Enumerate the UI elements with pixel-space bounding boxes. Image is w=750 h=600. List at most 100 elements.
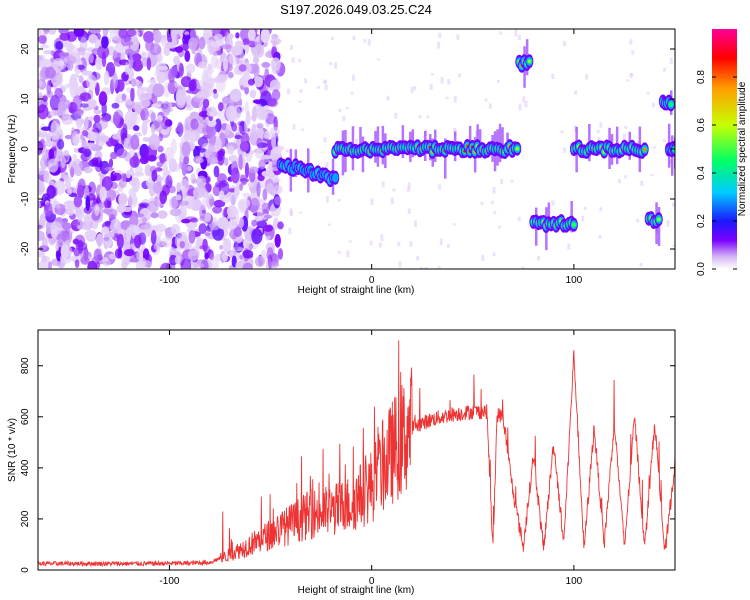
noise-cell	[125, 41, 134, 46]
y-tick-label: 800	[20, 357, 31, 374]
noise-cell	[75, 241, 88, 251]
noise-cell	[104, 220, 112, 227]
noise-cell	[156, 65, 169, 71]
noise-cell	[93, 248, 102, 262]
noise-cell	[253, 76, 264, 88]
noise-cell	[437, 265, 441, 269]
noise-cell	[672, 244, 675, 247]
noise-cell	[213, 165, 220, 178]
noise-cell	[102, 208, 111, 214]
feature-core	[527, 59, 532, 63]
noise-cell	[130, 88, 135, 102]
noise-cell	[181, 218, 191, 224]
noise-cell	[493, 211, 497, 215]
noise-cell	[221, 44, 232, 50]
noise-cell	[492, 186, 496, 194]
noise-cell	[169, 208, 182, 217]
noise-cell	[78, 75, 84, 84]
x-tick-label: -100	[159, 275, 179, 286]
noise-cell	[96, 196, 101, 205]
noise-cell	[88, 34, 98, 44]
noise-cell	[208, 143, 215, 156]
feature-streak	[501, 127, 504, 156]
noise-cell	[272, 40, 277, 48]
noise-cell	[102, 29, 109, 38]
noise-cell	[231, 167, 240, 184]
noise-cell	[73, 195, 83, 208]
noise-cell	[500, 178, 504, 185]
noise-cell	[198, 110, 210, 118]
noise-cell	[437, 42, 441, 49]
spectral-feature-3	[515, 39, 534, 88]
noise-cell	[104, 167, 114, 171]
noise-cell	[269, 261, 280, 268]
noise-cell	[350, 92, 354, 95]
noise-cell	[209, 112, 215, 117]
noise-cell	[164, 147, 174, 163]
noise-cell	[583, 206, 587, 210]
noise-cell	[596, 129, 600, 134]
noise-cell	[410, 86, 414, 93]
x-tick-label: -100	[159, 576, 179, 587]
noise-cell	[128, 54, 134, 69]
spectrogram-heatmap	[38, 29, 675, 269]
noise-cell	[124, 48, 134, 56]
noise-cell	[150, 52, 158, 66]
noise-cell	[234, 134, 242, 140]
noise-cell	[397, 241, 401, 247]
noise-cell	[256, 181, 261, 197]
noise-cell	[114, 248, 122, 259]
noise-cell	[86, 98, 97, 110]
noise-cell	[116, 233, 124, 249]
noise-cell	[152, 119, 164, 132]
y-tick-label: -10	[20, 191, 31, 206]
noise-cell	[524, 100, 528, 108]
noise-cell	[185, 95, 192, 108]
noise-cell	[183, 239, 190, 251]
snr-x-label: Height of straight line (km)	[298, 585, 415, 596]
noise-cell	[298, 58, 301, 63]
noise-cell	[62, 84, 72, 89]
noise-cell	[139, 97, 151, 108]
y-tick-label: 10	[20, 93, 31, 105]
noise-cell	[238, 198, 251, 209]
y-tick-label: 400	[20, 459, 31, 476]
noise-cell	[325, 162, 329, 168]
noise-cell	[38, 35, 47, 44]
noise-cell	[129, 156, 140, 168]
noise-cell	[39, 68, 47, 82]
noise-cell	[251, 219, 258, 227]
noise-cell	[84, 116, 89, 130]
noise-cell	[86, 74, 97, 91]
noise-cell	[162, 100, 171, 116]
noise-cell	[185, 63, 196, 74]
noise-cell	[195, 79, 207, 90]
noise-cell	[224, 127, 231, 136]
noise-cell	[75, 118, 85, 125]
noise-cell	[134, 213, 145, 218]
noise-cell	[38, 92, 43, 101]
noise-cell	[337, 250, 341, 254]
noise-cell	[60, 155, 66, 168]
noise-cell	[100, 257, 109, 262]
feature-streak	[444, 138, 447, 179]
noise-cell	[193, 145, 200, 160]
noise-cell	[560, 130, 564, 134]
noise-cell	[261, 155, 273, 160]
noise-cell	[56, 239, 64, 248]
noise-cell	[55, 40, 64, 50]
noise-cell	[43, 256, 51, 263]
noise-cell	[249, 197, 260, 214]
noise-cell	[249, 89, 257, 99]
noise-cell	[239, 141, 249, 152]
noise-cell	[618, 179, 621, 184]
noise-cell	[292, 124, 296, 130]
noise-cell	[70, 73, 80, 79]
noise-cell	[254, 256, 265, 267]
noise-cell	[101, 226, 110, 235]
noise-cell	[143, 260, 152, 269]
noise-cell	[44, 66, 56, 79]
noise-cell	[211, 29, 221, 35]
noise-cell	[112, 172, 122, 181]
noise-cell	[91, 48, 101, 56]
